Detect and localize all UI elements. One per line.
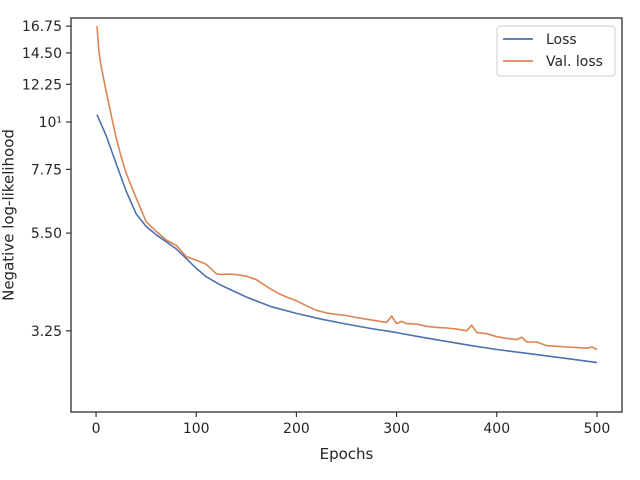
series-layer — [96, 26, 598, 364]
x-axis-label: Epochs — [320, 445, 374, 463]
y-axis: 3.25 5.50 7.75 10¹ 12.25 14.50 16.75 — [22, 19, 71, 340]
x-tick-label: 200 — [283, 421, 310, 437]
y-tick-label: 5.50 — [31, 226, 62, 242]
x-tick-label: 0 — [92, 421, 101, 437]
legend-label: Loss — [546, 32, 577, 48]
y-tick-label: 14.50 — [22, 46, 62, 62]
series-line-0 — [96, 114, 598, 364]
x-tick-label: 500 — [584, 421, 611, 437]
y-tick-label: 7.75 — [31, 162, 62, 178]
x-axis: 0 100 200 300 400 500 — [92, 412, 611, 437]
x-tick-label: 300 — [383, 421, 410, 437]
y-tick-label: 12.25 — [22, 77, 62, 93]
x-tick-label: 400 — [483, 421, 510, 437]
legend-label: Val. loss — [546, 54, 603, 70]
y-tick-label: 3.25 — [31, 324, 62, 340]
legend: Loss Val. loss — [496, 25, 616, 77]
y-tick-label: 10¹ — [39, 115, 62, 131]
plot-frame — [70, 17, 623, 413]
x-tick-label: 100 — [183, 421, 210, 437]
y-axis-label: Negative log-likelihood — [0, 129, 18, 301]
y-tick-label: 16.75 — [22, 19, 62, 35]
series-line-1 — [96, 26, 598, 351]
